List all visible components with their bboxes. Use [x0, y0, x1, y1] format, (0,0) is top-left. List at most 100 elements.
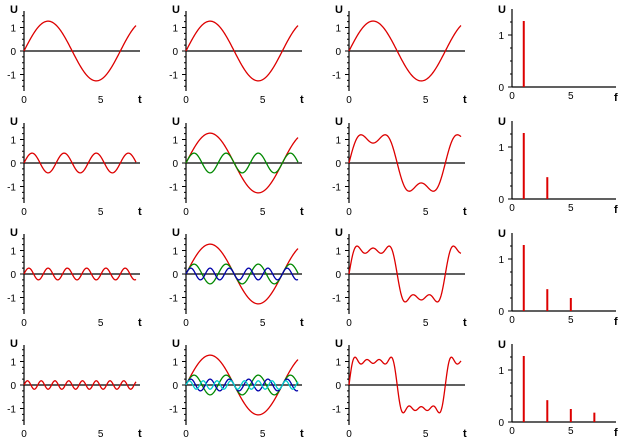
y-tick-label: -1 — [169, 294, 178, 305]
y-tick-label: -1 — [332, 294, 341, 305]
y-axis-label: U — [10, 227, 18, 239]
x-tick-label: 0 — [509, 315, 515, 326]
y-tick-label: -1 — [332, 405, 341, 416]
y-tick-label: -1 — [169, 183, 178, 194]
y-axis-label: U — [498, 339, 506, 351]
x-tick-label: 5 — [98, 95, 104, 106]
y-tick-label: 1 — [10, 358, 16, 369]
x-tick-label: 5 — [568, 315, 574, 326]
x-tick-label: 5 — [260, 95, 266, 106]
y-tick-label: 1 — [172, 358, 178, 369]
y-tick-label: 0 — [498, 418, 504, 429]
x-tick-label: 5 — [423, 95, 429, 106]
x-tick-label: 5 — [568, 203, 574, 214]
panel-row3-sum: -1 0 1 0 5 Ut — [332, 227, 467, 329]
panel-row1-sum: -1 0 1 0 5 Ut — [332, 4, 467, 106]
y-axis-label: U — [10, 338, 18, 350]
panel-row1-spectrum: 0 1 0 5 Uf — [498, 4, 618, 104]
x-tick-label: 0 — [183, 95, 189, 106]
x-tick-label: 0 — [346, 95, 352, 106]
x-tick-label: 0 — [346, 318, 352, 329]
series-line-harmonic-7 — [185, 380, 299, 390]
x-axis-label: f — [614, 427, 618, 439]
x-tick-label: 0 — [183, 207, 189, 218]
y-tick-label: 0 — [172, 270, 178, 281]
y-tick-label: 0 — [335, 47, 341, 58]
panel-row3-spectrum: 0 1 0 5 Uf — [498, 228, 618, 328]
series-line-harmonic-1 — [23, 20, 137, 82]
y-tick-label: 0 — [10, 47, 16, 58]
y-tick-label: 1 — [335, 247, 341, 258]
y-tick-label: 1 — [10, 136, 16, 147]
panel-row4-harmonic: -1 0 1 0 5 Ut — [7, 338, 142, 440]
x-axis-label: t — [138, 94, 142, 106]
panel-row1-components: -1 0 1 0 5 Ut — [169, 4, 304, 106]
x-axis-label: t — [138, 317, 142, 329]
x-tick-label: 5 — [423, 207, 429, 218]
y-tick-label: 0 — [498, 307, 504, 318]
y-axis-label: U — [10, 4, 18, 16]
x-tick-label: 5 — [568, 426, 574, 437]
y-tick-label: 0 — [498, 195, 504, 206]
x-tick-label: 0 — [509, 91, 515, 102]
panel-row2-sum: -1 0 1 0 5 Ut — [332, 116, 467, 218]
x-axis-label: f — [614, 204, 618, 216]
series-line-sum — [348, 134, 462, 192]
x-axis-label: t — [463, 317, 467, 329]
y-axis-label: U — [335, 4, 343, 16]
series-line-harmonic-5 — [185, 378, 299, 392]
y-tick-label: 0 — [172, 47, 178, 58]
y-axis-label: U — [498, 228, 506, 240]
y-tick-label: -1 — [7, 71, 16, 82]
y-tick-label: 1 — [172, 136, 178, 147]
y-tick-label: -1 — [169, 71, 178, 82]
x-tick-label: 0 — [509, 426, 515, 437]
panel-row2-components: -1 0 1 0 5 Ut — [169, 116, 304, 218]
y-tick-label: -1 — [169, 405, 178, 416]
y-axis-label: U — [172, 338, 180, 350]
y-tick-label: -1 — [7, 405, 16, 416]
x-tick-label: 0 — [346, 207, 352, 218]
y-tick-label: 0 — [335, 270, 341, 281]
y-tick-label: 0 — [10, 159, 16, 170]
panel-row4-sum: -1 0 1 0 5 Ut — [332, 338, 467, 440]
x-axis-label: t — [300, 428, 304, 440]
y-tick-label: 1 — [335, 358, 341, 369]
y-tick-label: 1 — [335, 24, 341, 35]
y-tick-label: 0 — [335, 159, 341, 170]
y-tick-label: 1 — [10, 24, 16, 35]
y-axis-label: U — [10, 116, 18, 128]
series-line-harmonic-3 — [23, 152, 137, 174]
x-axis-label: t — [138, 428, 142, 440]
series-line-harmonic-5 — [185, 267, 299, 281]
y-tick-label: 1 — [172, 247, 178, 258]
y-tick-label: 1 — [498, 143, 504, 154]
y-tick-label: 1 — [172, 24, 178, 35]
series-line-harmonic-3 — [185, 152, 299, 174]
y-tick-label: 0 — [498, 83, 504, 94]
y-axis-label: U — [335, 227, 343, 239]
x-tick-label: 5 — [260, 429, 266, 440]
series-line-harmonic-7 — [23, 380, 137, 390]
y-axis-label: U — [498, 4, 506, 16]
series-line-harmonic-1 — [185, 20, 299, 82]
y-axis-label: U — [335, 338, 343, 350]
x-tick-label: 5 — [98, 318, 104, 329]
y-tick-label: 1 — [498, 31, 504, 42]
x-tick-label: 0 — [21, 318, 27, 329]
panel-row2-spectrum: 0 1 0 5 Uf — [498, 116, 618, 216]
x-tick-label: 5 — [260, 207, 266, 218]
x-tick-label: 5 — [423, 318, 429, 329]
y-axis-label: U — [498, 116, 506, 128]
series-line-sum — [348, 356, 462, 414]
x-axis-label: t — [463, 206, 467, 218]
y-axis-label: U — [172, 227, 180, 239]
panel-row2-harmonic: -1 0 1 0 5 Ut — [7, 116, 142, 218]
y-tick-label: 1 — [10, 247, 16, 258]
x-tick-label: 5 — [423, 429, 429, 440]
y-tick-label: -1 — [332, 71, 341, 82]
y-tick-label: 1 — [498, 366, 504, 377]
y-tick-label: 0 — [10, 270, 16, 281]
y-tick-label: 1 — [335, 136, 341, 147]
series-line-harmonic-5 — [23, 267, 137, 281]
